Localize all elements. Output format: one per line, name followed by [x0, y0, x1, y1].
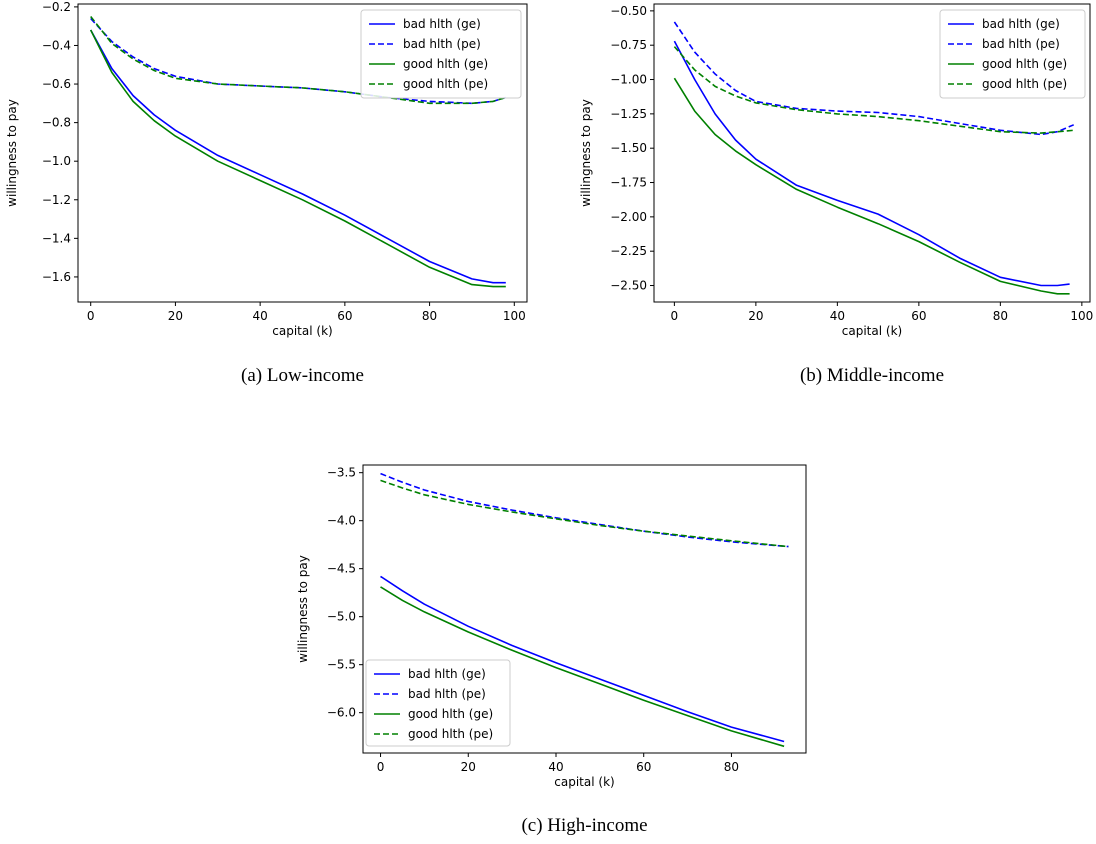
x-tick-label: 20: [168, 309, 183, 323]
series-line-3: [673, 46, 1074, 134]
legend-label: good hlth (pe): [408, 727, 493, 741]
panel-caption: (a) Low-income: [241, 365, 364, 386]
x-tick-label: 0: [377, 760, 385, 774]
legend-label: good hlth (pe): [403, 77, 488, 91]
x-tick-label: 60: [636, 760, 651, 774]
legend-label: good hlth (ge): [408, 707, 493, 721]
axes-frame: [362, 464, 807, 754]
y-tick-label: −3.5: [327, 466, 356, 480]
y-tick-label: −2.00: [610, 210, 647, 224]
x-tick-label: 20: [748, 309, 763, 323]
legend-box: [365, 659, 511, 747]
y-tick-label: −2.25: [610, 244, 647, 258]
legend-label: good hlth (ge): [982, 57, 1067, 71]
series-line-0: [89, 29, 506, 284]
legend-label: bad hlth (pe): [403, 37, 481, 51]
x-tick-label: 100: [1070, 309, 1093, 323]
x-axis-label: capital (k): [842, 324, 902, 338]
y-tick-label: −0.6: [42, 77, 71, 91]
legend-label: bad hlth (pe): [982, 37, 1060, 51]
series-line-1: [380, 472, 789, 548]
axes-frame: [77, 3, 528, 303]
series-line-2: [380, 586, 785, 748]
x-tick-label: 60: [911, 309, 926, 323]
x-tick-label: 40: [253, 309, 268, 323]
y-tick-label: −1.75: [610, 176, 647, 190]
y-tick-label: −2.50: [610, 279, 647, 293]
x-tick-label: 80: [993, 309, 1008, 323]
series-line-0: [673, 40, 1070, 287]
y-tick-label: −4.5: [327, 562, 356, 576]
legend-label: good hlth (pe): [982, 77, 1067, 91]
legend-box: [939, 9, 1086, 99]
panel-caption: (b) Middle-income: [800, 365, 944, 386]
y-tick-label: −5.5: [327, 658, 356, 672]
y-tick-label: −0.8: [42, 116, 71, 130]
panel-middle-income: 0 20 40 60 80 100 −0.50 −0.75 −1.00 −1.25 −1.50 −1.…: [579, 3, 1093, 386]
y-tick-label: −0.4: [42, 38, 71, 52]
panel-low-income: 0 20 40 60 80 100 −0.2 −0.4 −0.6 −0.8 −1.0 −1.2 −1.4…: [5, 0, 528, 386]
y-tick-label: −4.0: [327, 514, 356, 528]
x-tick-label: 0: [671, 309, 679, 323]
series-line-2: [89, 29, 506, 288]
y-tick-label: −1.50: [610, 141, 647, 155]
legend-label: bad hlth (ge): [403, 17, 481, 31]
legend-label: bad hlth (ge): [408, 667, 486, 681]
x-tick-label: 40: [830, 309, 845, 323]
x-tick-label: 60: [337, 309, 352, 323]
y-tick-label: −1.00: [610, 73, 647, 87]
y-axis-label: willingness to pay: [5, 99, 19, 207]
panel-high-income: 0 20 40 60 80 −3.5 −4.0 −4.5 −5.0 −5.5 −6.0 capital…: [296, 464, 807, 836]
series-line-3: [380, 479, 789, 548]
series-line-3: [90, 16, 507, 105]
y-tick-label: −1.6: [42, 270, 71, 284]
series-line-2: [673, 77, 1070, 295]
x-axis-label: capital (k): [272, 324, 332, 338]
x-tick-label: 40: [548, 760, 563, 774]
legend-label: good hlth (ge): [403, 57, 488, 71]
y-tick-label: −6.0: [327, 706, 356, 720]
x-tick-label: 80: [724, 760, 739, 774]
y-tick-label: −1.4: [42, 231, 71, 245]
panel-caption: (c) High-income: [521, 815, 647, 836]
x-tick-label: 20: [461, 760, 476, 774]
x-axis-label: capital (k): [554, 775, 614, 789]
y-tick-label: −1.2: [42, 193, 71, 207]
y-tick-label: −1.25: [610, 107, 647, 121]
x-tick-label: 80: [422, 309, 437, 323]
axes-frame: [653, 3, 1091, 303]
y-tick-label: −0.2: [42, 0, 71, 14]
series-line-0: [380, 575, 785, 743]
legend-label: bad hlth (pe): [408, 687, 486, 701]
legend-box: [360, 9, 522, 99]
legend-label: bad hlth (ge): [982, 17, 1060, 31]
series-line-1: [90, 17, 507, 105]
y-tick-label: −5.0: [327, 610, 356, 624]
y-tick-label: −0.75: [610, 38, 647, 52]
series-line-1: [673, 21, 1075, 136]
y-axis-label: willingness to pay: [296, 555, 310, 663]
x-tick-label: 100: [503, 309, 526, 323]
y-axis-label: willingness to pay: [579, 99, 593, 207]
x-tick-label: 0: [87, 309, 95, 323]
y-tick-label: −1.0: [42, 154, 71, 168]
y-tick-label: −0.50: [610, 4, 647, 18]
